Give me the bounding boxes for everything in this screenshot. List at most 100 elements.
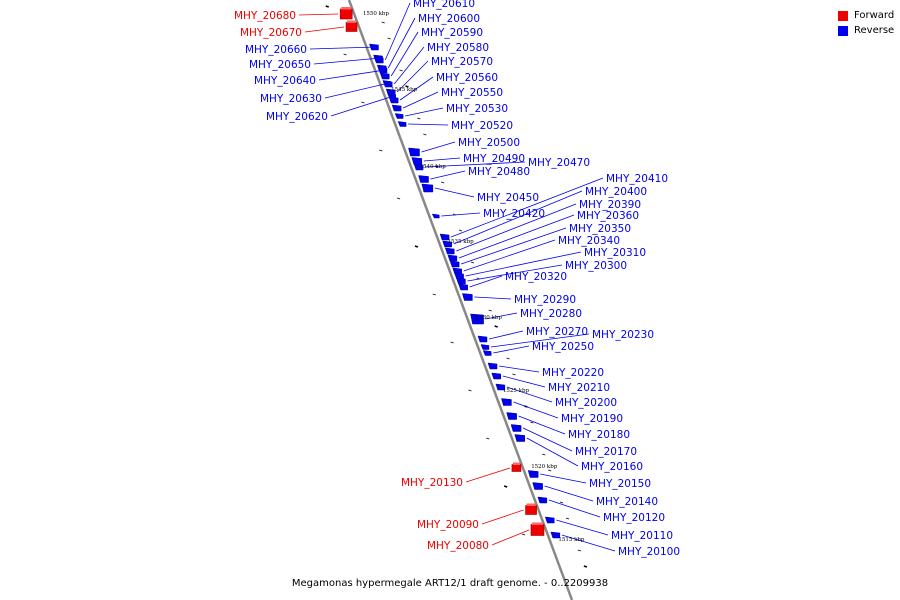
- gene-feature-reverse[interactable]: [480, 344, 490, 350]
- label-leader-line: [384, 2, 411, 61]
- gene-label[interactable]: MHY_20620: [266, 111, 328, 123]
- gene-label[interactable]: MHY_20320: [505, 271, 567, 283]
- gene-feature-reverse[interactable]: [510, 424, 522, 432]
- gene-label[interactable]: MHY_20120: [603, 512, 665, 524]
- gene-feature-reverse[interactable]: [477, 335, 488, 343]
- gene-label[interactable]: MHY_20350: [569, 223, 631, 235]
- gene-feature-reverse[interactable]: [379, 72, 390, 80]
- gene-label[interactable]: MHY_20390: [579, 199, 641, 211]
- gene-label[interactable]: MHY_20400: [585, 186, 647, 198]
- gene-feature-reverse[interactable]: [391, 104, 402, 112]
- gene-feature-reverse[interactable]: [442, 240, 452, 248]
- gene-feature-reverse[interactable]: [449, 260, 460, 268]
- gene-feature-reverse[interactable]: [458, 283, 468, 291]
- gene-feature-forward[interactable]: [525, 505, 537, 515]
- gene-label[interactable]: MHY_20360: [577, 210, 639, 222]
- gene-feature-reverse[interactable]: [382, 80, 393, 88]
- gene-feature-reverse[interactable]: [495, 383, 506, 391]
- gene-feature-reverse[interactable]: [537, 496, 548, 504]
- label-leader-line: [421, 141, 456, 153]
- gene-label[interactable]: MHY_20410: [606, 173, 668, 185]
- gene-feature-reverse[interactable]: [431, 213, 440, 219]
- gene-label[interactable]: MHY_20230: [592, 329, 654, 341]
- gene-feature-reverse[interactable]: [397, 121, 407, 127]
- gene-label[interactable]: MHY_20650: [249, 59, 311, 71]
- gene-feature-reverse[interactable]: [411, 157, 423, 165]
- gene-label[interactable]: MHY_20590: [421, 27, 483, 39]
- gene-label[interactable]: MHY_20150: [589, 478, 651, 490]
- gene-label[interactable]: MHY_20340: [558, 235, 620, 247]
- gene-feature-forward[interactable]: [345, 22, 358, 32]
- gene-label[interactable]: MHY_20280: [520, 308, 582, 320]
- gene-label[interactable]: MHY_20300: [565, 260, 627, 272]
- gene-label[interactable]: MHY_20090: [417, 519, 479, 531]
- gene-label[interactable]: MHY_20250: [532, 341, 594, 353]
- gene-feature-reverse[interactable]: [444, 247, 455, 255]
- axis-tick: [512, 373, 516, 376]
- gene-feature-reverse[interactable]: [447, 254, 458, 262]
- gene-feature-reverse[interactable]: [532, 482, 543, 490]
- gene-feature-reverse[interactable]: [470, 313, 484, 325]
- gene-feature-reverse[interactable]: [491, 372, 501, 380]
- gene-feature-reverse[interactable]: [439, 233, 450, 241]
- gene-feature-reverse[interactable]: [376, 64, 387, 72]
- gene-feature-reverse[interactable]: [506, 412, 517, 420]
- gene-label[interactable]: MHY_20080: [427, 540, 489, 552]
- gene-label[interactable]: MHY_20290: [514, 294, 576, 306]
- gene-label[interactable]: MHY_20500: [458, 137, 520, 149]
- gene-label[interactable]: MHY_20670: [240, 27, 302, 39]
- gene-label[interactable]: MHY_20200: [555, 397, 617, 409]
- gene-label[interactable]: MHY_20100: [618, 546, 680, 558]
- gene-feature-reverse[interactable]: [501, 398, 512, 406]
- gene-label[interactable]: MHY_20310: [584, 247, 646, 259]
- gene-label[interactable]: MHY_20180: [568, 429, 630, 441]
- gene-label[interactable]: MHY_20490: [463, 153, 525, 165]
- gene-label[interactable]: MHY_20560: [436, 72, 498, 84]
- gene-label[interactable]: MHY_20190: [561, 413, 623, 425]
- gene-label[interactable]: MHY_20160: [581, 461, 643, 473]
- gene-label[interactable]: MHY_20630: [260, 93, 322, 105]
- gene-feature-reverse[interactable]: [421, 183, 434, 193]
- gene-label[interactable]: MHY_20450: [477, 192, 539, 204]
- gene-feature-forward[interactable]: [530, 524, 545, 536]
- gene-feature-reverse[interactable]: [394, 113, 404, 119]
- kbp-marker-label: 1535 kbp: [448, 239, 475, 245]
- gene-label[interactable]: MHY_20270: [526, 326, 588, 338]
- gene-feature-forward[interactable]: [339, 8, 353, 20]
- gene-label[interactable]: MHY_20110: [611, 530, 673, 542]
- gene-label[interactable]: MHY_20660: [245, 44, 307, 56]
- gene-feature-reverse[interactable]: [544, 516, 555, 524]
- gene-label[interactable]: MHY_20680: [234, 10, 296, 22]
- gene-feature-reverse[interactable]: [413, 163, 424, 171]
- gene-feature-reverse[interactable]: [550, 531, 561, 539]
- axis-tick: [441, 181, 445, 184]
- gene-label[interactable]: MHY_20420: [483, 208, 545, 220]
- gene-feature-reverse[interactable]: [487, 362, 498, 370]
- gene-feature-forward[interactable]: [511, 464, 522, 472]
- gene-label[interactable]: MHY_20470: [528, 157, 590, 169]
- gene-label[interactable]: MHY_20480: [468, 166, 530, 178]
- gene-feature-reverse[interactable]: [408, 147, 420, 157]
- gene-label[interactable]: MHY_20640: [254, 75, 316, 87]
- gene-label[interactable]: MHY_20130: [401, 477, 463, 489]
- gene-label[interactable]: MHY_20580: [427, 42, 489, 54]
- gene-feature-reverse[interactable]: [514, 434, 526, 442]
- gene-label[interactable]: MHY_20610: [413, 0, 475, 10]
- gene-feature-reverse[interactable]: [462, 293, 473, 301]
- gene-feature-reverse[interactable]: [527, 470, 539, 478]
- gene-feature-reverse[interactable]: [385, 88, 396, 96]
- gene-label[interactable]: MHY_20220: [542, 367, 604, 379]
- gene-label[interactable]: MHY_20570: [431, 56, 493, 68]
- gene-feature-reverse[interactable]: [456, 277, 466, 285]
- gene-feature-reverse[interactable]: [388, 96, 399, 104]
- gene-label[interactable]: MHY_20170: [575, 446, 637, 458]
- gene-label[interactable]: MHY_20210: [548, 382, 610, 394]
- gene-feature-reverse[interactable]: [482, 350, 492, 356]
- gene-label[interactable]: MHY_20140: [596, 496, 658, 508]
- gene-label[interactable]: MHY_20550: [441, 87, 503, 99]
- gene-label[interactable]: MHY_20530: [446, 103, 508, 115]
- gene-feature-reverse[interactable]: [418, 175, 429, 183]
- gene-label[interactable]: MHY_20520: [451, 120, 513, 132]
- gene-label[interactable]: MHY_20600: [418, 13, 480, 25]
